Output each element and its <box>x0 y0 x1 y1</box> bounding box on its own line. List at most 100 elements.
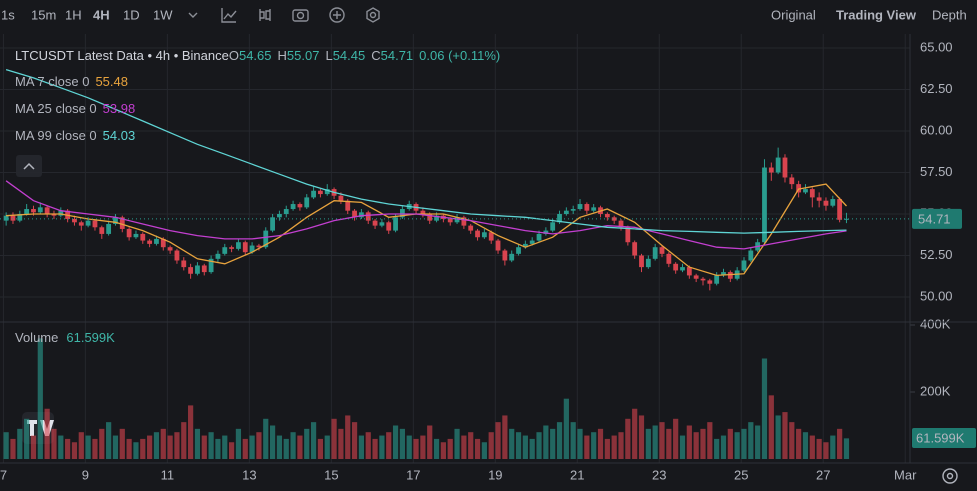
candle-body <box>768 167 774 173</box>
ma-value: 53.98 <box>103 101 136 116</box>
settings-dot <box>369 11 377 19</box>
candle-body <box>188 267 194 274</box>
interval-button[interactable]: 15m <box>31 7 56 22</box>
volume-bar <box>481 442 487 459</box>
volume-bar <box>741 428 747 459</box>
volume-bar <box>440 442 446 459</box>
volume-bar <box>522 435 528 459</box>
ohlc-value: 54.45 <box>333 48 366 63</box>
volume-bar <box>249 435 255 459</box>
interval-button[interactable]: 1D <box>123 7 140 22</box>
ohlc-value: 54.65 <box>239 48 272 63</box>
dropdown-icon[interactable] <box>188 12 198 18</box>
volume-bar <box>331 418 337 459</box>
candle-body <box>236 242 241 249</box>
candle-body <box>10 215 16 221</box>
candle-body <box>119 217 125 229</box>
candle-body <box>748 250 754 261</box>
candle-body <box>714 275 720 284</box>
camera-icon[interactable] <box>292 9 309 22</box>
candle-body <box>78 222 84 226</box>
candle-body <box>297 204 303 208</box>
volume-bar <box>310 422 317 459</box>
x-tick-label: 13 <box>242 467 256 482</box>
add-plus <box>333 11 341 19</box>
toolbar-icons <box>188 7 380 23</box>
settings-icon[interactable] <box>366 7 380 23</box>
candle-body <box>304 197 310 208</box>
view-tab[interactable]: Trading View <box>836 7 917 22</box>
volume-bar <box>570 422 576 459</box>
candle-body <box>707 280 713 284</box>
candle-body <box>509 253 515 261</box>
volume-bar <box>597 428 604 459</box>
volume-bar <box>837 428 843 459</box>
volume-bar <box>379 435 385 459</box>
y-tick-label: 50.00 <box>920 288 953 303</box>
volume-bar <box>215 438 221 459</box>
volume-bar <box>488 432 494 459</box>
volume-bar <box>160 428 166 459</box>
volume-bar <box>604 438 610 459</box>
interval-button[interactable]: 4H <box>93 7 110 22</box>
volume-bar <box>693 432 699 459</box>
candle-body <box>263 230 269 248</box>
camera-lens <box>296 11 305 20</box>
candle-icon[interactable] <box>259 9 271 21</box>
interval-button[interactable]: 1H <box>65 7 82 22</box>
volume-bar <box>652 425 658 459</box>
volume-bar <box>133 442 139 459</box>
volume-bar <box>550 428 556 459</box>
candle-body <box>727 272 733 279</box>
candle-body <box>584 204 590 211</box>
y-tick-label: 65.00 <box>920 39 953 54</box>
candle-body <box>133 233 139 238</box>
indicator-icon[interactable] <box>221 8 237 23</box>
volume-bar <box>830 435 836 459</box>
volume-bar <box>188 405 194 459</box>
collapse-button[interactable] <box>16 155 42 177</box>
volume-bar <box>317 438 324 459</box>
view-tab[interactable]: Depth <box>932 7 967 22</box>
volume-bar <box>126 438 132 459</box>
candle-body <box>420 210 426 214</box>
axis-settings-icon[interactable] <box>942 468 958 484</box>
volume-bar <box>119 428 125 459</box>
candle-body <box>693 275 699 279</box>
interval-button[interactable]: 1s <box>1 7 15 22</box>
candle-body <box>17 214 23 221</box>
candle-body <box>126 228 132 238</box>
candle-body <box>345 200 351 211</box>
volume-bar <box>577 428 583 459</box>
candle-body <box>352 210 357 218</box>
candle-body <box>324 189 330 195</box>
volume-bar <box>44 408 50 459</box>
volume-bar <box>24 418 30 459</box>
volume-bar <box>673 418 679 459</box>
ma-legend: MA 99 close 0 54.03 <box>15 128 135 143</box>
interval-button[interactable]: 1W <box>153 7 173 22</box>
volume-bar <box>112 435 119 459</box>
x-tick-label: 7 <box>0 467 7 482</box>
volume-bar <box>809 435 815 459</box>
volume-bar <box>365 432 371 459</box>
candle-body <box>147 240 153 244</box>
volume-bar <box>666 428 672 459</box>
volume-bar <box>194 428 201 459</box>
volume-bar <box>167 435 173 459</box>
ohlc-value: 55.07 <box>287 48 320 63</box>
x-tick-label: 9 <box>82 467 89 482</box>
candle-body <box>550 222 556 231</box>
candle-body <box>516 247 521 254</box>
view-tab[interactable]: Original <box>771 7 816 22</box>
volume-bar <box>659 422 665 459</box>
ma-line <box>6 183 847 277</box>
add-icon[interactable] <box>329 7 345 23</box>
volume-bar <box>58 435 64 459</box>
volume-bar <box>181 422 187 459</box>
volume-bar <box>638 415 645 459</box>
volume-bar <box>222 435 228 459</box>
volume-bar <box>543 425 549 459</box>
candle-body <box>700 278 706 281</box>
